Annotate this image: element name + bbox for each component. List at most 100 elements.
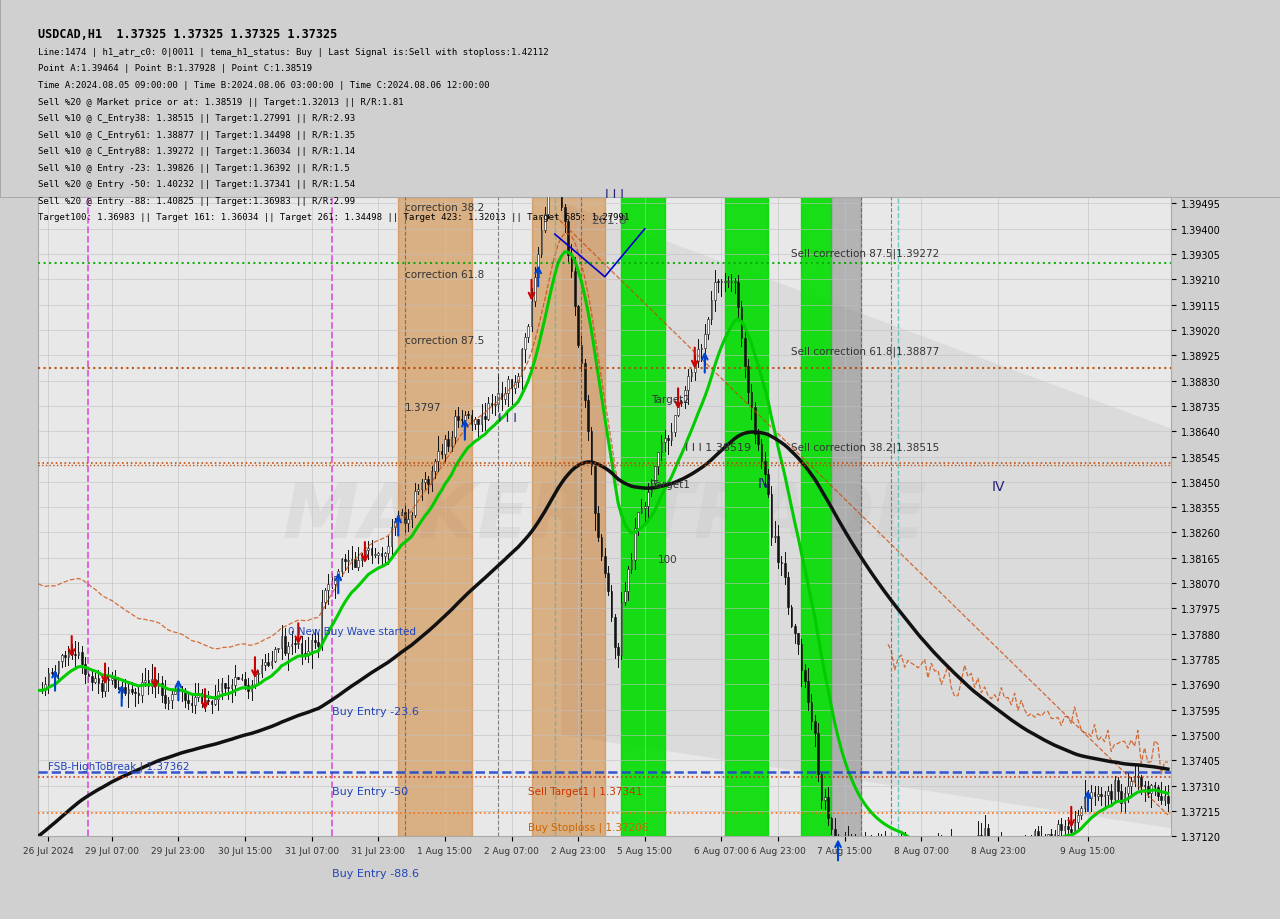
Bar <box>255 675 256 685</box>
Bar <box>228 687 229 688</box>
Bar <box>870 841 872 842</box>
Bar <box>1087 797 1089 798</box>
Bar <box>964 854 965 855</box>
Bar <box>78 652 79 655</box>
Text: I I I: I I I <box>604 187 623 200</box>
Bar <box>627 569 628 591</box>
Bar <box>131 689 133 692</box>
Bar <box>991 847 992 850</box>
Bar <box>764 461 765 474</box>
Bar <box>221 684 223 691</box>
Bar <box>137 693 140 696</box>
Bar <box>51 673 52 674</box>
Bar <box>887 841 888 842</box>
Bar <box>804 671 805 681</box>
Bar <box>1024 845 1025 853</box>
Bar <box>1068 826 1069 829</box>
Bar <box>305 653 306 655</box>
Bar <box>951 845 952 855</box>
Bar <box>540 231 543 255</box>
Bar <box>1101 794 1102 796</box>
Bar <box>297 642 300 645</box>
Bar <box>507 380 509 394</box>
Text: I I I: I I I <box>498 411 517 425</box>
Bar <box>654 467 655 483</box>
Bar <box>517 377 518 383</box>
Bar <box>174 691 175 694</box>
Bar <box>893 841 896 842</box>
Bar <box>721 282 722 283</box>
Text: IV: IV <box>758 477 772 491</box>
Bar <box>783 563 786 577</box>
Bar <box>910 853 913 855</box>
Bar <box>920 854 922 855</box>
Bar <box>515 383 516 388</box>
Bar <box>207 700 209 701</box>
Bar <box>334 576 335 584</box>
Text: Sell Target1 | 1.37341: Sell Target1 | 1.37341 <box>529 786 643 796</box>
Bar <box>238 677 239 679</box>
Bar <box>338 572 339 576</box>
Bar <box>987 829 988 847</box>
Bar <box>1091 792 1092 798</box>
Bar <box>218 691 219 699</box>
Bar <box>367 549 369 550</box>
Bar <box>1097 794 1098 796</box>
Bar <box>197 693 200 697</box>
Bar <box>374 554 376 556</box>
Bar <box>744 338 745 367</box>
Bar <box>741 308 742 338</box>
Bar <box>691 373 692 377</box>
Bar <box>118 686 119 689</box>
Bar <box>314 640 316 642</box>
Bar <box>914 854 915 855</box>
Bar <box>714 283 716 301</box>
Bar <box>68 652 69 657</box>
Bar <box>881 841 882 842</box>
Bar <box>1051 834 1052 835</box>
Bar <box>145 681 146 682</box>
Bar <box>904 842 905 851</box>
Bar <box>151 679 152 686</box>
Bar <box>687 377 689 391</box>
Bar <box>864 841 865 842</box>
Bar <box>918 854 919 855</box>
Text: Target2: Target2 <box>652 394 690 404</box>
Bar <box>1124 793 1125 803</box>
Text: Sell correction 87.5|1.39272: Sell correction 87.5|1.39272 <box>791 248 940 258</box>
Bar <box>274 650 275 661</box>
Bar <box>311 640 312 652</box>
Text: 100: 100 <box>658 554 677 564</box>
Bar <box>101 684 102 691</box>
Bar <box>824 797 826 800</box>
Bar <box>351 559 352 560</box>
Bar <box>954 851 955 855</box>
Bar <box>1107 791 1108 796</box>
Bar <box>977 835 979 849</box>
Bar <box>1030 836 1032 843</box>
Bar <box>54 673 56 674</box>
Bar <box>1053 834 1056 835</box>
Bar <box>1027 843 1029 845</box>
Bar <box>800 645 803 671</box>
Bar <box>364 550 366 554</box>
Bar <box>671 433 672 440</box>
Bar <box>810 702 813 721</box>
Bar <box>81 652 82 664</box>
Bar <box>141 682 142 696</box>
Bar <box>724 282 726 283</box>
Bar <box>1014 848 1015 855</box>
Bar <box>631 561 632 569</box>
Bar <box>832 198 861 836</box>
Bar <box>114 679 116 686</box>
Bar <box>291 644 292 646</box>
Bar <box>184 692 186 700</box>
Bar <box>1161 796 1162 800</box>
Bar <box>767 474 769 494</box>
Bar <box>384 553 385 556</box>
Bar <box>1043 839 1046 845</box>
Bar <box>698 350 699 361</box>
Text: 261.8: 261.8 <box>591 214 627 227</box>
Text: Sell %10 @ C_Entry61: 1.38877 || Target:1.34498 || R/R:1.35: Sell %10 @ C_Entry61: 1.38877 || Target:… <box>38 130 356 140</box>
Bar <box>204 700 206 704</box>
